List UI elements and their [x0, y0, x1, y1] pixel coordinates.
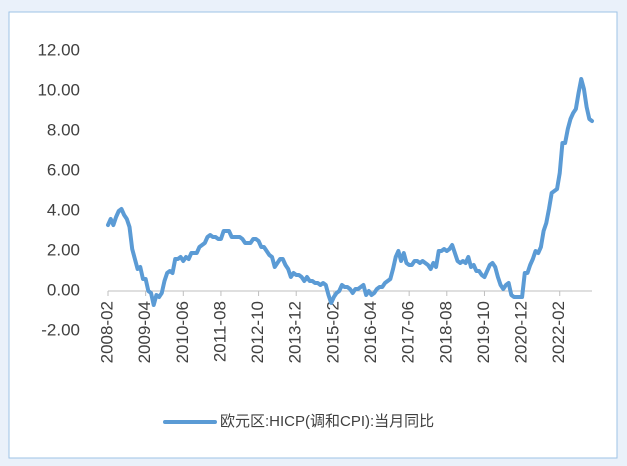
y-tick-label: -2.00: [41, 320, 80, 339]
y-tick-label: 12.00: [37, 40, 80, 59]
y-tick-label: 6.00: [47, 160, 80, 179]
x-tick-label: 2009-04: [135, 301, 154, 363]
x-tick-label: 2018-08: [436, 301, 455, 363]
x-tick-label: 2012-10: [248, 301, 267, 363]
data-line: [106, 77, 594, 307]
x-tick-label: 2020-12: [512, 301, 531, 363]
y-tick-label: 4.00: [47, 200, 80, 219]
x-tick-label: 2017-06: [399, 301, 418, 363]
x-tick-label: 2008-02: [97, 301, 116, 363]
x-tick-label: 2019-10: [474, 301, 493, 363]
x-tick-label: 2016-04: [361, 301, 380, 363]
x-tick-label: 2022-02: [549, 301, 568, 363]
legend-label: 欧元区:HICP(调和CPI):当月同比: [220, 413, 434, 430]
x-tick-label: 2015-02: [323, 301, 342, 363]
y-tick-label: 8.00: [47, 120, 80, 139]
y-tick-label: 2.00: [47, 240, 80, 259]
x-tick-label: 2011-08: [210, 301, 229, 362]
x-tick-label: 2013-12: [286, 301, 305, 363]
chart-area: [8, 11, 618, 459]
x-tick-label: 2010-06: [173, 301, 192, 363]
y-tick-label: 0.00: [47, 280, 80, 299]
y-tick-label: 10.00: [37, 80, 80, 99]
